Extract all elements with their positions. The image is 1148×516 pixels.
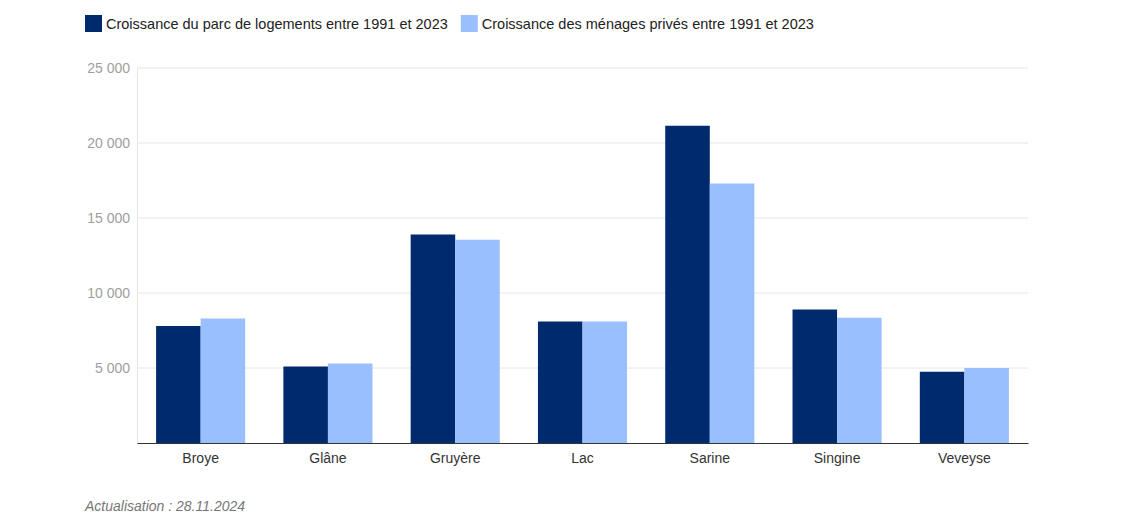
bar (920, 372, 965, 443)
x-tick-label: Sarine (690, 450, 731, 466)
y-tick: 5 000 (95, 360, 137, 376)
x-tick: Singine (814, 443, 861, 466)
legend-label: Croissance des ménages privés entre 1991… (482, 16, 814, 32)
legend-label: Croissance du parc de logements entre 19… (106, 16, 448, 32)
bar (328, 364, 373, 444)
legend: Croissance du parc de logements entre 19… (85, 15, 814, 32)
legend-item: Croissance des ménages privés entre 1991… (461, 15, 814, 32)
bar (837, 318, 882, 443)
x-tick-label: Veveyse (938, 450, 991, 466)
bar (665, 126, 710, 443)
x-axis: Broye Glâne Gruyère Lac Sarine Singine Veveyse (138, 443, 1029, 466)
bar (793, 310, 838, 444)
bar (538, 322, 583, 444)
y-tick-label: 5 000 (95, 360, 130, 376)
x-tick: Sarine (690, 443, 731, 466)
legend-swatch (461, 15, 478, 32)
bar (283, 367, 328, 444)
bar (964, 368, 1009, 443)
y-tick: 20 000 (87, 135, 137, 151)
x-tick: Glâne (309, 443, 347, 466)
y-tick-label: 25 000 (87, 60, 130, 76)
y-tick-label: 20 000 (87, 135, 130, 151)
bars (156, 126, 1009, 443)
x-tick-label: Glâne (309, 450, 347, 466)
bar-series (156, 126, 964, 443)
y-axis-line (137, 69, 138, 444)
bar (411, 235, 456, 444)
legend-swatch (85, 15, 102, 32)
x-tick: Gruyère (430, 443, 481, 466)
legend-item: Croissance du parc de logements entre 19… (85, 15, 448, 32)
y-tick: 25 000 (87, 60, 137, 76)
x-tick-label: Lac (571, 450, 594, 466)
grid-line (137, 68, 1028, 69)
grid-line (137, 218, 1028, 219)
note: Actualisation : 28.11.2024 (84, 498, 245, 514)
x-tick: Broye (182, 443, 219, 466)
y-tick: 15 000 (87, 210, 137, 226)
x-axis-line (138, 443, 1029, 444)
grid-line (137, 293, 1028, 294)
bar (710, 184, 755, 444)
x-tick-label: Broye (182, 450, 219, 466)
x-tick-label: Gruyère (430, 450, 481, 466)
bar (156, 326, 201, 443)
y-tick-label: 15 000 (87, 210, 130, 226)
x-tick: Lac (571, 443, 594, 466)
chart: 5 000 10 000 15 000 20 000 25 000 Broye Glâne G… (0, 0, 1148, 516)
y-tick-label: 10 000 (87, 285, 130, 301)
grid-line (137, 143, 1028, 144)
bar-series (201, 184, 1009, 444)
x-tick-label: Singine (814, 450, 861, 466)
x-tick: Veveyse (938, 443, 991, 466)
bar (455, 240, 500, 443)
bar (201, 319, 246, 444)
y-axis: 5 000 10 000 15 000 20 000 25 000 (87, 60, 137, 444)
bar (583, 322, 628, 444)
y-tick: 10 000 (87, 285, 137, 301)
